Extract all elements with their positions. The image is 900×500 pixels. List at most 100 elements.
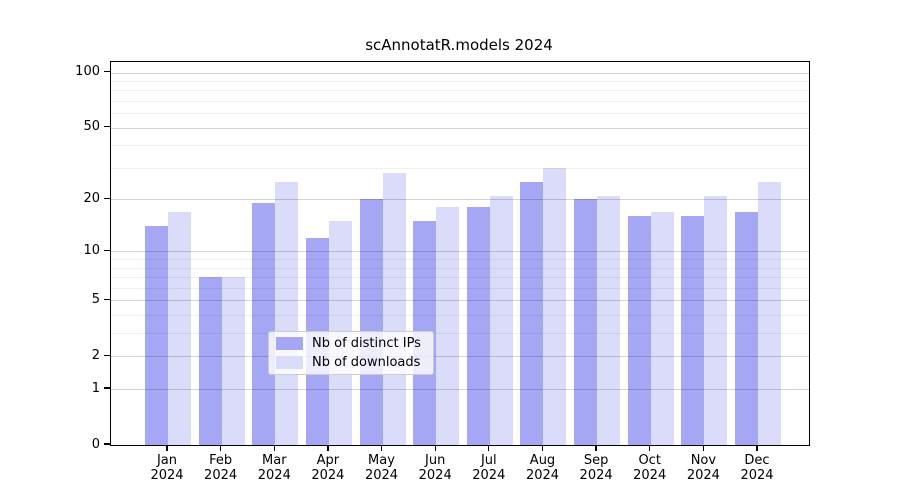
bar-downloads-jul-2024: [489, 195, 513, 445]
bar-downloads-dec-2024: [758, 182, 781, 445]
y-tick-mark: [104, 443, 110, 445]
gridline-minor: [111, 333, 809, 335]
x-tick-mark: [488, 445, 490, 451]
gridline-minor: [111, 80, 809, 82]
x-tick-mark: [219, 445, 222, 451]
bar-downloads-sep-2024: [597, 195, 621, 445]
x-tick-label: Apr 2024: [298, 453, 358, 483]
bar-downloads-mar-2024: [275, 182, 299, 445]
x-tick-label: Oct 2024: [620, 453, 680, 483]
x-tick-mark: [380, 445, 383, 451]
x-tick-mark: [756, 445, 758, 451]
bar-downloads-may-2024: [382, 173, 406, 445]
y-tick-label: 1: [91, 380, 100, 396]
gridline-major: [111, 127, 809, 129]
x-tick-mark: [649, 445, 651, 451]
y-tick-mark: [104, 70, 110, 73]
plot-area: [110, 61, 810, 446]
x-tick-mark: [166, 445, 168, 451]
bar-distinct-ips-dec-2024: [735, 211, 758, 445]
x-tick-label-year: 2024: [686, 468, 720, 483]
x-tick-label-year: 2024: [525, 468, 560, 483]
bar-downloads-oct-2024: [650, 211, 674, 445]
bar-distinct-ips-jul-2024: [466, 207, 490, 445]
x-tick-label-year: 2024: [204, 468, 238, 483]
bar-distinct-ips-oct-2024: [627, 216, 651, 445]
x-tick-label: Jan 2024: [137, 453, 197, 483]
x-tick-label-year: 2024: [364, 468, 399, 483]
y-tick-mark: [104, 298, 110, 301]
x-tick-label-year: 2024: [311, 468, 345, 483]
bar-distinct-ips-nov-2024: [681, 216, 705, 445]
y-tick-label: 50: [83, 119, 100, 135]
y-tick-label: 5: [91, 291, 100, 307]
legend-label-distinct-ips: Nb of distinct IPs: [312, 336, 421, 351]
y-tick-label: 0: [91, 436, 100, 452]
chart-title: scAnnotatR.models 2024: [365, 36, 553, 54]
gridline-minor: [111, 100, 809, 102]
bar-distinct-ips-sep-2024: [574, 199, 598, 445]
x-tick-label-year: 2024: [418, 468, 452, 483]
y-tick-mark: [104, 197, 110, 199]
x-tick-mark: [273, 445, 275, 451]
bar-distinct-ips-feb-2024: [198, 277, 222, 445]
y-tick-label: 100: [75, 64, 100, 79]
gridline-minor: [111, 277, 809, 279]
x-tick-mark: [541, 445, 544, 451]
gridline-minor: [111, 90, 809, 92]
gridline-minor: [111, 113, 809, 115]
gridline-major: [111, 300, 809, 302]
x-tick-label: Nov 2024: [673, 453, 733, 483]
gridline-minor: [111, 145, 809, 147]
gridline-minor: [111, 259, 809, 261]
bar-downloads-aug-2024: [543, 167, 567, 445]
x-tick-label: Jul 2024: [459, 453, 519, 483]
y-tick-mark: [104, 125, 110, 128]
y-tick-label: 2: [91, 347, 100, 363]
y-tick-mark: [104, 387, 110, 389]
gridline-minor: [111, 315, 809, 317]
gridline-major: [111, 251, 809, 253]
bar-distinct-ips-may-2024: [359, 199, 383, 445]
x-tick-mark: [434, 445, 436, 451]
x-tick-label: Dec 2024: [727, 453, 787, 483]
x-tick-label-year: 2024: [579, 468, 613, 483]
bar-downloads-jun-2024: [436, 207, 460, 445]
x-tick-label-year: 2024: [740, 468, 774, 483]
legend-entry-downloads: Nb of downloads: [269, 355, 433, 371]
x-tick-label: Sep 2024: [566, 453, 626, 483]
bar-distinct-ips-aug-2024: [520, 182, 544, 445]
gridline-minor: [111, 287, 809, 289]
legend-entry-distinct-ips: Nb of distinct IPs: [269, 336, 433, 352]
bar-distinct-ips-mar-2024: [252, 203, 276, 445]
x-tick-label-year: 2024: [150, 468, 184, 483]
gridline-major: [111, 356, 809, 358]
legend-label-downloads: Nb of downloads: [312, 355, 421, 370]
gridline-minor: [111, 167, 809, 169]
x-tick-label-year: 2024: [472, 468, 506, 483]
x-tick-label: Aug 2024: [513, 453, 573, 483]
legend: Nb of distinct IPs Nb of downloads: [268, 331, 434, 375]
legend-swatch-distinct-ips: [276, 337, 303, 350]
gridline-major: [111, 72, 809, 74]
gridline-minor: [111, 267, 809, 269]
x-tick-label-year: 2024: [633, 468, 667, 483]
x-tick-label: Feb 2024: [191, 453, 251, 483]
x-tick-mark: [702, 445, 705, 451]
y-tick-mark: [104, 249, 110, 252]
x-tick-label: Jun 2024: [405, 453, 465, 483]
y-tick-label: 10: [83, 242, 100, 258]
y-tick-label: 20: [83, 190, 100, 206]
legend-swatch-downloads: [276, 356, 303, 369]
x-tick-label: May 2024: [352, 453, 412, 483]
gridline-major: [111, 199, 809, 201]
bar-distinct-ips-jan-2024: [145, 226, 168, 445]
bar-downloads-feb-2024: [221, 277, 245, 445]
bar-downloads-nov-2024: [704, 195, 728, 445]
bar-downloads-jan-2024: [168, 211, 191, 445]
x-tick-mark: [327, 445, 329, 451]
y-tick-mark: [104, 354, 110, 356]
x-tick-label-year: 2024: [257, 468, 291, 483]
x-tick-mark: [595, 445, 597, 451]
